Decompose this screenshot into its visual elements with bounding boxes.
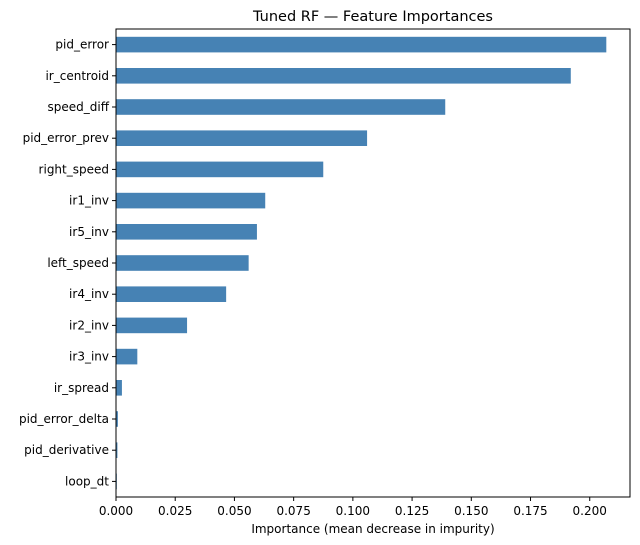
bar-pid-error-delta — [116, 411, 118, 427]
bar-ir-spread — [116, 380, 122, 396]
y-tick-label: ir4_inv — [69, 287, 109, 301]
bar-left-speed — [116, 255, 249, 271]
bar-ir-centroid — [116, 68, 571, 84]
bar-pid-error — [116, 36, 607, 53]
y-tick-label: right_speed — [39, 162, 109, 176]
chart-title: Tuned RF — Feature Importances — [252, 9, 493, 25]
y-tick-label: speed_diff — [48, 100, 110, 114]
y-tick-label: ir_spread — [54, 381, 109, 395]
bar-ir1-inv — [116, 192, 266, 209]
bar-ir3-inv — [116, 348, 138, 365]
x-axis: 0.000 0.025 0.050 0.075 0.100 0.125 0.150 0.175… — [99, 497, 607, 518]
x-tick-label: 0.125 — [395, 504, 429, 518]
y-tick-label: ir5_inv — [69, 225, 109, 239]
bar-pid-error-prev — [116, 130, 368, 146]
bar-ir5-inv — [116, 224, 257, 240]
x-tick-label: 0.200 — [573, 504, 607, 518]
x-tick-label: 0.050 — [217, 504, 251, 518]
bar-right-speed — [116, 161, 324, 178]
y-tick-label: loop_dt — [65, 474, 109, 488]
x-tick-label: 0.000 — [99, 504, 133, 518]
bar-ir4-inv — [116, 286, 227, 302]
y-tick-label: pid_error_prev — [23, 131, 109, 145]
y-tick-label: pid_error — [55, 38, 109, 52]
y-tick-label: ir2_inv — [69, 318, 109, 332]
x-tick-label: 0.150 — [454, 504, 488, 518]
x-tick-label: 0.100 — [336, 504, 370, 518]
x-tick-label: 0.175 — [513, 504, 547, 518]
plot-frame — [115, 28, 631, 498]
bar-ir2-inv — [116, 317, 188, 334]
x-tick-label: 0.025 — [158, 504, 192, 518]
y-tick-label: pid_derivative — [24, 443, 109, 457]
bars-group — [116, 36, 607, 490]
y-axis: pid_error ir_centroid speed_diff pid_error_… — [19, 38, 116, 488]
bar-speed-diff — [116, 99, 446, 115]
x-axis-label: Importance (mean decrease in impurity) — [251, 522, 494, 536]
x-tick-label: 0.075 — [276, 504, 310, 518]
y-tick-label: ir1_inv — [69, 194, 109, 208]
y-tick-label: pid_error_delta — [19, 412, 109, 426]
y-tick-label: left_speed — [47, 256, 109, 270]
bar-pid-derivative — [116, 442, 118, 458]
y-tick-label: ir3_inv — [69, 350, 109, 364]
y-tick-label: ir_centroid — [45, 69, 109, 83]
